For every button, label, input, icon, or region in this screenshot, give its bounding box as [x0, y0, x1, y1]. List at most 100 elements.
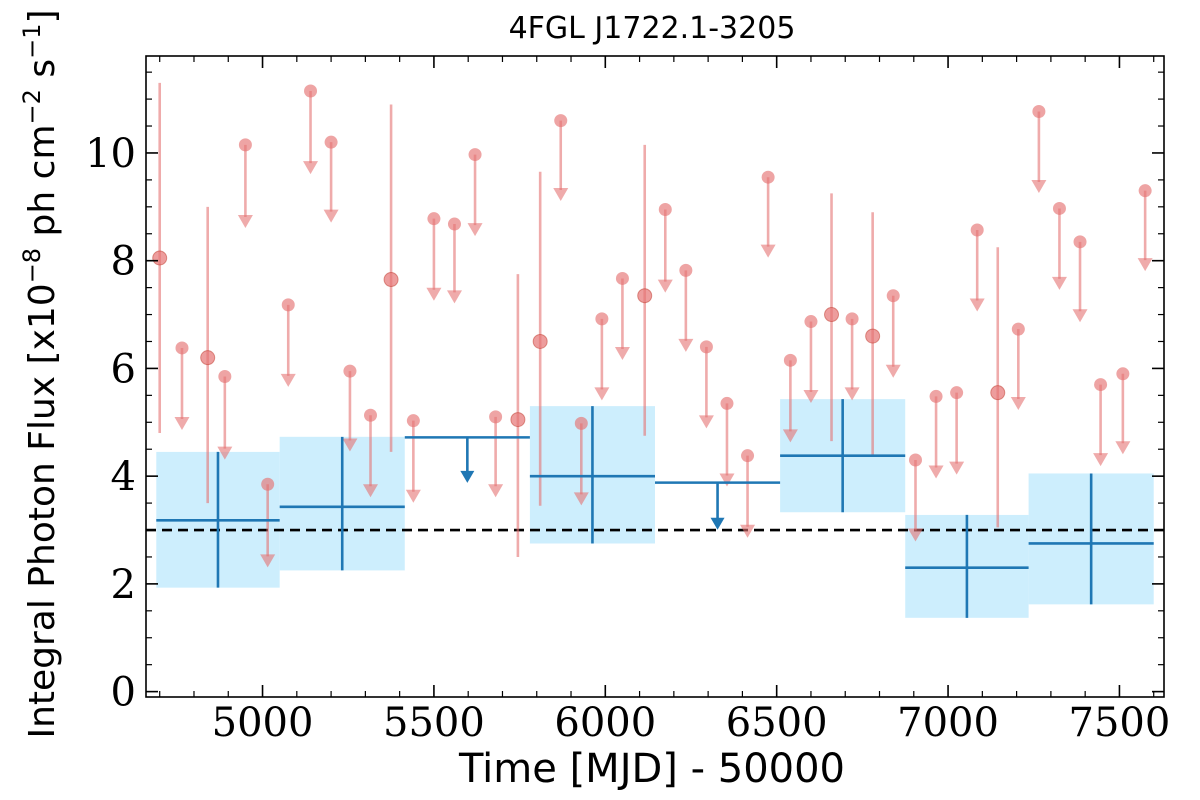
x-tick-label: 7000 — [897, 700, 999, 746]
fine-upper-limit-arrowhead — [342, 438, 358, 452]
fine-upper-limit-point — [175, 341, 189, 355]
fine-upper-limit-arrowhead — [949, 461, 965, 475]
fine-upper-limit-arrowhead — [782, 429, 798, 443]
fine-upper-limit-arrowhead — [969, 298, 985, 312]
y-tick-label: 4 — [111, 454, 136, 500]
fine-upper-limit-point — [699, 340, 713, 354]
fine-upper-limit-arrowhead — [1093, 453, 1109, 467]
fine-upper-limit-point — [658, 203, 672, 217]
fine-detection-point — [824, 307, 840, 323]
fine-upper-limit-arrowhead — [174, 416, 190, 430]
y-tick-label: 6 — [111, 346, 136, 392]
fine-upper-limit-point — [281, 298, 295, 312]
fine-detection-point — [637, 288, 653, 304]
fine-upper-limit-arrowhead — [323, 209, 339, 223]
x-tick-label: 6000 — [554, 700, 656, 746]
coarse-upper-limit-arrowhead — [460, 470, 475, 483]
fine-upper-limit-point — [679, 263, 693, 277]
fine-upper-limit-arrowhead — [760, 244, 776, 258]
y-axis-label: Integral Photon Flux [x10−8 ph cm−2 s−1] — [18, 9, 63, 738]
fine-upper-limit-arrowhead — [573, 492, 589, 506]
fine-upper-limit-point — [1011, 322, 1025, 336]
fine-upper-limit-point — [595, 312, 609, 326]
fine-detection-point — [532, 333, 548, 349]
fine-upper-limit-arrowhead — [446, 290, 462, 304]
fine-upper-limit-point — [554, 114, 568, 128]
y-tick-label: 0 — [111, 670, 136, 716]
fine-upper-limit-point — [1094, 378, 1108, 392]
fine-upper-limit-point — [427, 212, 441, 226]
axis-ticks: 5000 5500 6000 6500 7000 7500 0 2 4 6 8 10 — [85, 56, 1170, 746]
fine-upper-limit-arrowhead — [844, 387, 860, 401]
fine-upper-limit-point — [845, 312, 859, 326]
y-tick-label: 8 — [111, 239, 136, 285]
x-tick-label: 5000 — [212, 700, 314, 746]
fine-upper-limit-point — [468, 148, 482, 162]
fine-upper-limit-point — [343, 364, 357, 378]
fine-detection-point — [383, 272, 399, 288]
fine-upper-limit-arrowhead — [803, 390, 819, 404]
coarse-upper-limit-arrowhead — [710, 517, 725, 530]
fine-upper-limit-point — [783, 353, 797, 367]
fine-upper-limit-arrowhead — [698, 415, 714, 429]
fine-upper-limit-arrowhead — [1072, 309, 1088, 323]
y-axis-label-base: Integral Photon Flux [x10 — [22, 283, 63, 738]
fine-upper-limit-point — [489, 410, 503, 424]
fine-upper-limit-point — [615, 271, 629, 285]
y-axis-label-exp3: −1 — [18, 24, 46, 59]
fine-detection-point — [865, 328, 881, 344]
y-axis-label-end: ] — [22, 9, 63, 23]
fine-upper-limit-arrowhead — [928, 465, 944, 479]
plot-frame — [145, 55, 1165, 698]
x-axis-label: Time [MJD] - 50000 — [458, 746, 845, 792]
fine-upper-limit-point — [886, 289, 900, 303]
y-axis-label-mid: ph cm — [22, 124, 63, 247]
plot-area — [146, 82, 1164, 618]
fine-upper-limit-point — [406, 414, 420, 428]
fine-upper-limit-point — [741, 449, 755, 463]
x-tick-label: 7500 — [1069, 700, 1171, 746]
y-tick-label: 2 — [111, 562, 136, 608]
fine-upper-limit-arrowhead — [594, 387, 610, 401]
fine-upper-limit-arrowhead — [363, 484, 379, 498]
fine-upper-limit-arrowhead — [1010, 397, 1026, 411]
fine-upper-limit-point — [238, 138, 252, 152]
fine-upper-limit-arrowhead — [237, 214, 253, 228]
fine-upper-limit-arrowhead — [1115, 441, 1131, 455]
fine-detection-point — [510, 412, 526, 428]
fine-upper-limit-arrowhead — [1031, 179, 1047, 193]
fine-upper-limit-point — [218, 370, 232, 383]
fine-upper-limit-point — [304, 84, 318, 98]
fine-detection-point — [990, 385, 1006, 401]
fine-upper-limit-point — [574, 416, 588, 430]
fine-upper-limit-point — [970, 223, 984, 237]
fine-upper-limit-point — [1032, 104, 1046, 118]
fine-upper-limit-arrowhead — [426, 287, 442, 301]
fine-upper-limit-arrowhead — [467, 223, 483, 237]
fine-upper-limit-point — [720, 396, 734, 410]
chart-title: 4FGL J1722.1-3205 — [509, 11, 796, 46]
fine-upper-limit-arrowhead — [303, 161, 319, 175]
x-tick-label: 5500 — [383, 700, 485, 746]
fine-upper-limit-arrowhead — [488, 484, 504, 498]
y-tick-label: 10 — [85, 131, 136, 177]
fine-upper-limit-point — [950, 386, 964, 400]
fine-upper-limit-arrowhead — [907, 528, 923, 542]
fine-upper-limit-point — [364, 408, 378, 422]
fine-upper-limit-point — [804, 315, 818, 329]
fine-detection-point — [152, 250, 168, 266]
y-axis-label-mid2: s — [22, 59, 63, 89]
fine-upper-limit-point — [261, 477, 275, 491]
fine-upper-limit-point — [929, 389, 943, 403]
fine-upper-limit-arrowhead — [719, 473, 735, 487]
fine-upper-limit-point — [447, 217, 461, 231]
y-axis-label-exp1: −8 — [18, 248, 46, 283]
fine-upper-limit-point — [908, 453, 922, 467]
fine-upper-limit-point — [761, 170, 775, 184]
fine-upper-limit-arrowhead — [217, 446, 233, 460]
fine-upper-limit-arrowhead — [1137, 258, 1153, 272]
fine-upper-limit-arrowhead — [1051, 276, 1067, 290]
fine-upper-limit-arrowhead — [885, 364, 901, 378]
